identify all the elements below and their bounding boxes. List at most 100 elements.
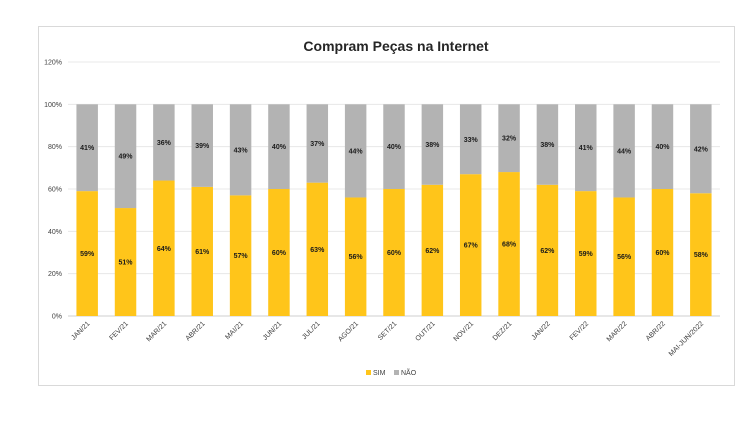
data-label: 37% (310, 141, 325, 148)
bar-sim (306, 182, 329, 316)
x-tick-label: JAN/21 (70, 320, 91, 341)
data-label: 60% (387, 250, 402, 257)
y-axis: 0% 20% 40% 60% 80% 100% 120% (44, 60, 62, 321)
bar-sim (459, 174, 482, 316)
data-label: 59% (579, 251, 594, 258)
data-label: 44% (349, 148, 364, 155)
data-label: 64% (157, 246, 172, 253)
data-label: 63% (310, 247, 325, 254)
data-label: 41% (80, 145, 95, 152)
bar-nao (191, 104, 213, 187)
bar-sim (575, 191, 597, 316)
bar-sim (690, 193, 712, 316)
bar-nao (690, 104, 712, 194)
bar-sim (229, 195, 252, 316)
x-tick-label: NOV/21 (453, 320, 476, 343)
bar-nao (459, 104, 482, 175)
data-label: 42% (694, 146, 709, 153)
x-tick-label: JAN/22 (531, 320, 552, 341)
data-label: 36% (157, 140, 172, 147)
bar-nao (421, 104, 444, 185)
y-tick-label: 120% (44, 60, 62, 67)
bar-nao (613, 104, 635, 198)
data-label: 51% (119, 260, 134, 267)
x-tick-label: AGO/21 (337, 320, 360, 343)
bar-sim (613, 197, 635, 316)
data-label: 32% (502, 136, 517, 143)
data-label: 60% (272, 250, 287, 257)
y-tick-label: 100% (44, 102, 62, 109)
bar-nao (153, 104, 175, 181)
bar-sim (153, 180, 175, 316)
data-label: 67% (464, 243, 479, 250)
bar-nao (76, 104, 98, 192)
data-label: 56% (617, 254, 632, 261)
legend-swatch (366, 370, 371, 375)
y-tick-label: 20% (48, 271, 62, 278)
x-tick-label: DEZ/21 (492, 320, 514, 342)
data-label: 58% (694, 252, 709, 259)
x-tick-label: ABR/22 (645, 320, 667, 342)
data-label: 33% (464, 137, 479, 144)
x-tick-label: MAI-JUN/2022 (668, 320, 705, 357)
x-tick-label: JUL/21 (301, 320, 322, 341)
x-tick-label: MAR/21 (145, 320, 168, 343)
bar-nao (114, 104, 137, 209)
x-tick-label: ABR/21 (185, 320, 207, 342)
bar-sim (498, 172, 520, 316)
x-tick-label: MAR/22 (606, 320, 629, 343)
bar-sim (268, 189, 290, 316)
bar-sim (651, 189, 674, 316)
x-tick-label: MAI/21 (224, 320, 245, 341)
bar-nao (575, 104, 597, 192)
data-label: 57% (234, 253, 249, 260)
bar-sim (383, 189, 405, 316)
data-label: 49% (119, 154, 134, 161)
bar-nao (229, 104, 252, 196)
bars: 59% 41% 51% 49% 64% 36% 61% 39% 57% 43% 60% 40% 63% 3… (76, 104, 712, 316)
data-label: 62% (425, 248, 440, 255)
data-label: 43% (234, 147, 249, 154)
data-label: 40% (272, 144, 287, 151)
bar-sim (191, 186, 213, 316)
bar-nao (498, 104, 520, 173)
data-label: 60% (655, 250, 670, 257)
legend: SIM NÃO (366, 368, 417, 377)
data-label: 38% (425, 142, 440, 149)
bar-sim (536, 184, 559, 316)
x-axis: JAN/21 FEV/21 MAR/21 ABR/21 MAI/21 JUN/21 JUL/… (70, 320, 705, 357)
bar-sim (76, 191, 98, 316)
data-label: 40% (387, 144, 402, 151)
bar-sim (421, 184, 444, 316)
bar-nao (344, 104, 367, 198)
y-tick-label: 0% (52, 314, 62, 321)
bar-sim (114, 208, 137, 316)
bar-nao (268, 104, 290, 189)
bar-nao (383, 104, 405, 189)
x-tick-label: OUT/21 (414, 320, 436, 342)
data-label: 59% (80, 251, 95, 258)
x-tick-label: JUN/21 (262, 320, 284, 342)
x-tick-label: SET/21 (377, 320, 399, 342)
legend-label: SIM (373, 370, 386, 377)
bar-nao (306, 104, 329, 183)
x-tick-label: FEV/21 (108, 320, 130, 342)
bar-sim (344, 197, 367, 316)
chart-title: Compram Peças na Internet (303, 38, 489, 54)
y-tick-label: 80% (48, 144, 62, 151)
bar-nao (536, 104, 559, 185)
y-tick-label: 40% (48, 229, 62, 236)
data-label: 44% (617, 148, 632, 155)
legend-swatch (394, 370, 399, 375)
x-tick-label: FEV/22 (569, 320, 591, 342)
bar-nao (651, 104, 674, 189)
data-label: 62% (540, 248, 555, 255)
data-label: 39% (195, 143, 210, 150)
data-label: 38% (540, 142, 555, 149)
data-label: 61% (195, 249, 210, 256)
y-tick-label: 60% (48, 187, 62, 194)
legend-label: NÃO (401, 368, 417, 377)
data-label: 68% (502, 242, 517, 249)
data-label: 41% (579, 145, 594, 152)
